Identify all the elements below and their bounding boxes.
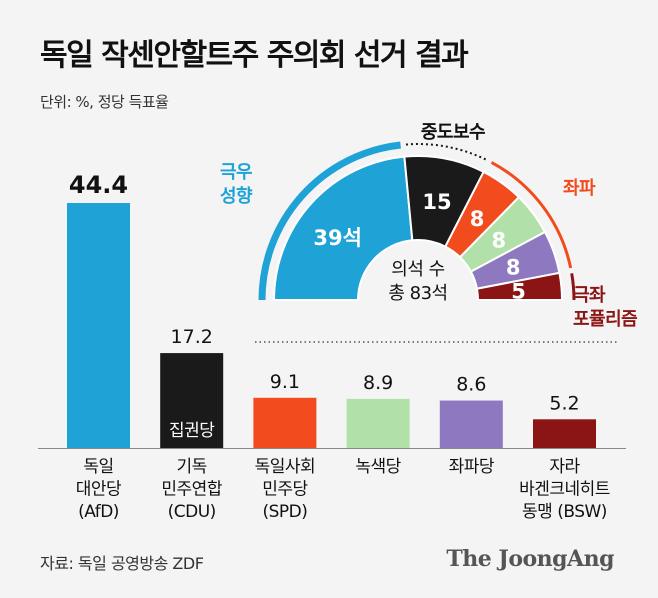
category-label-2-2: (SPD) [262,502,307,522]
group-label-0-1: 성향 [220,186,253,207]
group-arc-center-right [405,143,488,161]
bar-0 [67,203,130,448]
value-label-5: 5.2 [549,392,579,414]
publisher-logo: The JoongAng [446,546,614,572]
seat-slice-0 [272,155,414,301]
group-arc-far-right [258,141,401,301]
category-label-1-0: 기독 [177,457,207,477]
category-label-2-0: 독일사회 [255,457,316,477]
seat-label-3: 8 [491,228,506,252]
bar-4 [439,400,503,448]
value-label-2: 9.1 [270,371,300,393]
category-label-5-0: 자라 [549,457,580,477]
category-label-4-0: 좌파당 [449,457,495,477]
category-label-1-2: (CDU) [168,502,216,522]
category-label-5-2: 동맹 (BSW) [522,502,607,522]
category-label-1-1: 민주연합 [161,480,222,500]
seat-label-2: 8 [470,207,485,231]
value-label-3: 8.9 [363,372,393,394]
category-label-0-0: 독일 [83,457,113,477]
category-label-5-1: 바겐크네히트 [519,480,610,500]
value-label-0: 44.4 [69,171,128,199]
value-label-4: 8.6 [456,374,486,396]
group-label-0-0: 극우 [220,162,252,183]
category-label-0-1: 대안당 [76,480,122,500]
category-label-3-0: 녹색당 [355,457,401,477]
group-label-2-0: 좌파 [563,178,596,199]
category-label-0-2: (AfD) [78,502,119,522]
bar-5 [533,419,596,448]
group-label-3-1: 포퓰리즘 [573,309,637,330]
center-text-0: 의석 수 [391,259,444,280]
group-label-1-0: 중도보수 [421,122,485,143]
group-label-3-0: 극좌 [573,285,606,306]
seat-label-5: 5 [511,279,526,303]
seat-label-0: 39석 [313,226,362,250]
unit-label: 단위: %, 정당 득표율 [40,93,169,111]
bar-annotation-label: 집권당 [169,421,215,441]
seat-label-1: 15 [422,190,451,214]
seat-label-4: 8 [506,255,521,279]
category-label-2-1: 민주당 [262,480,308,500]
bar-2 [253,397,317,448]
seat-slice-5 [475,271,564,301]
group-arc-far-left [570,273,576,301]
group-arc-left [490,161,573,269]
chart-title: 독일 작센안할트주 주의회 선거 결과 [40,38,469,73]
bar-3 [346,398,410,448]
center-text-1: 총 83석 [388,283,447,304]
value-label-1: 17.2 [171,326,213,348]
bar-1 [160,353,224,448]
source-label: 자료: 독일 공영방송 ZDF [40,554,204,573]
